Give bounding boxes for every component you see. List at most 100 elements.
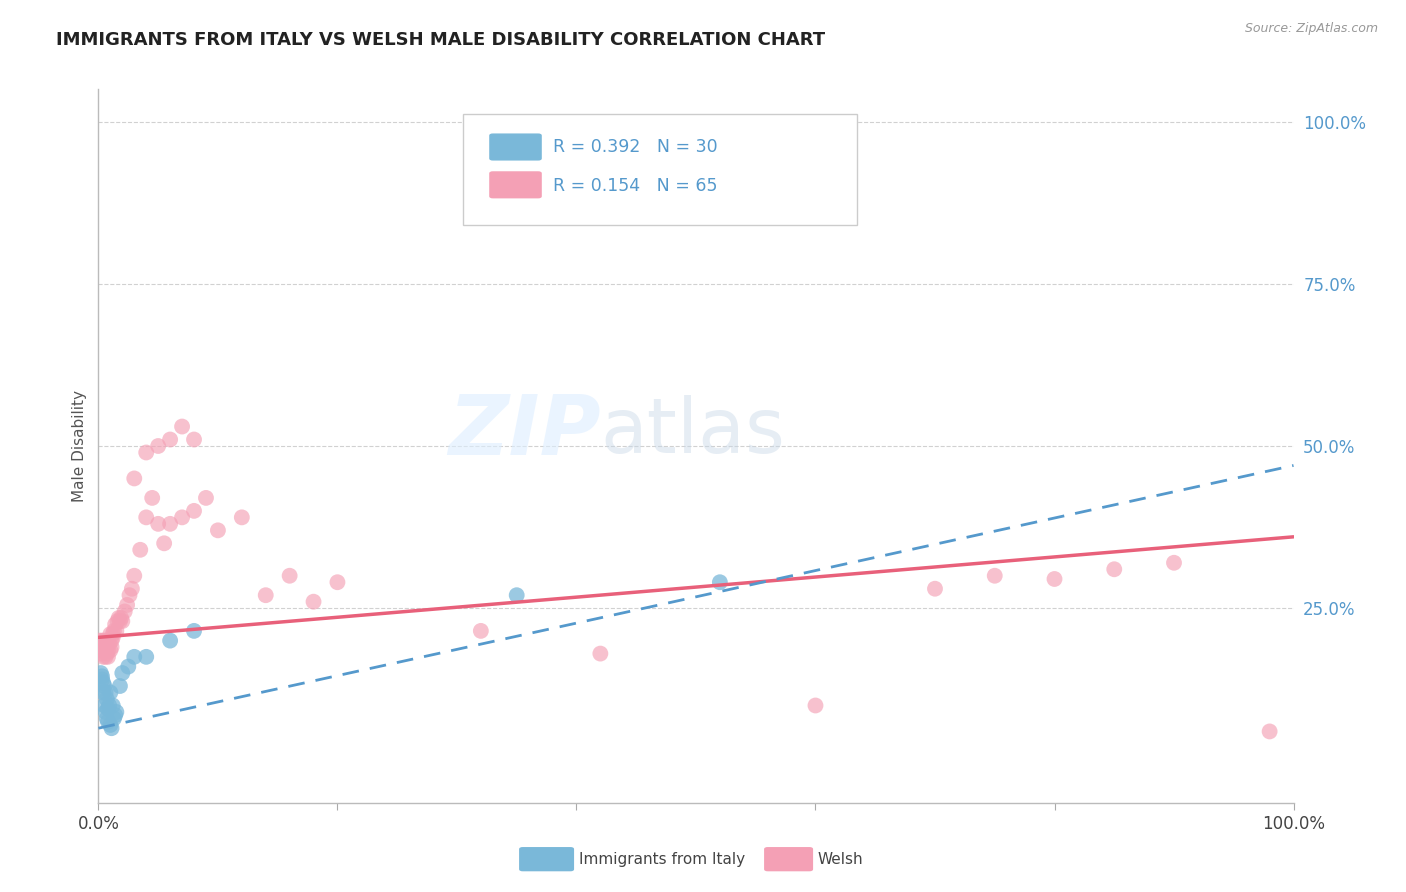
- Point: [105, 624, 128, 638]
- FancyBboxPatch shape: [519, 847, 574, 871]
- Text: Immigrants from Italy: Immigrants from Italy: [579, 852, 745, 867]
- Point: [91, 685, 114, 699]
- Point: [107, 614, 129, 628]
- Point: [1102, 562, 1125, 576]
- Point: [124, 568, 146, 582]
- Point: [172, 419, 194, 434]
- Point: [96, 647, 118, 661]
- Point: [111, 666, 134, 681]
- Point: [94, 649, 117, 664]
- Point: [108, 679, 131, 693]
- Point: [96, 692, 118, 706]
- Point: [101, 631, 124, 645]
- Point: [804, 698, 827, 713]
- Point: [326, 575, 349, 590]
- Point: [254, 588, 277, 602]
- FancyBboxPatch shape: [463, 114, 858, 225]
- Point: [93, 643, 115, 657]
- Point: [924, 582, 946, 596]
- Point: [159, 516, 181, 531]
- Point: [93, 698, 115, 713]
- Point: [90, 666, 112, 681]
- Text: R = 0.154   N = 65: R = 0.154 N = 65: [553, 177, 717, 194]
- Point: [97, 643, 120, 657]
- FancyBboxPatch shape: [489, 171, 541, 198]
- Point: [105, 705, 128, 719]
- Point: [115, 598, 138, 612]
- Point: [98, 637, 121, 651]
- Point: [104, 708, 127, 723]
- Point: [100, 721, 122, 735]
- Point: [207, 524, 229, 538]
- FancyBboxPatch shape: [489, 134, 541, 161]
- FancyBboxPatch shape: [763, 847, 813, 871]
- Point: [506, 588, 529, 602]
- Point: [94, 685, 117, 699]
- Point: [96, 640, 118, 654]
- Point: [100, 640, 122, 654]
- Point: [101, 627, 124, 641]
- Point: [118, 588, 141, 602]
- Point: [104, 617, 127, 632]
- Point: [135, 649, 157, 664]
- Point: [108, 614, 131, 628]
- Point: [110, 611, 132, 625]
- Point: [103, 624, 125, 638]
- Point: [129, 542, 152, 557]
- Point: [1258, 724, 1281, 739]
- Text: IMMIGRANTS FROM ITALY VS WELSH MALE DISABILITY CORRELATION CHART: IMMIGRANTS FROM ITALY VS WELSH MALE DISA…: [56, 31, 825, 49]
- Point: [107, 611, 129, 625]
- Point: [89, 633, 111, 648]
- Point: [1163, 556, 1185, 570]
- Text: Welsh: Welsh: [818, 852, 863, 867]
- Point: [709, 575, 731, 590]
- Point: [148, 439, 170, 453]
- Point: [98, 643, 122, 657]
- Point: [1043, 572, 1066, 586]
- Point: [101, 698, 124, 713]
- Point: [98, 627, 122, 641]
- Point: [98, 698, 121, 713]
- Point: [91, 675, 114, 690]
- Point: [91, 649, 114, 664]
- Point: [302, 595, 325, 609]
- Point: [98, 718, 122, 732]
- Point: [124, 649, 146, 664]
- Point: [114, 604, 136, 618]
- Text: atlas: atlas: [600, 395, 785, 468]
- Point: [90, 637, 112, 651]
- Point: [100, 633, 122, 648]
- Point: [94, 705, 117, 719]
- Point: [97, 702, 120, 716]
- Point: [984, 568, 1007, 582]
- Point: [135, 510, 157, 524]
- Point: [91, 640, 114, 654]
- Point: [231, 510, 253, 524]
- Point: [91, 669, 114, 683]
- Point: [183, 624, 205, 638]
- Y-axis label: Male Disability: Male Disability: [72, 390, 87, 502]
- Point: [183, 504, 205, 518]
- Point: [90, 643, 112, 657]
- Point: [91, 673, 114, 687]
- Point: [93, 633, 115, 648]
- Point: [141, 491, 163, 505]
- Point: [159, 433, 181, 447]
- Point: [98, 685, 122, 699]
- Point: [97, 714, 120, 729]
- Point: [470, 624, 492, 638]
- Point: [159, 633, 181, 648]
- Point: [111, 614, 134, 628]
- Point: [589, 647, 612, 661]
- Point: [91, 633, 114, 648]
- Point: [183, 433, 205, 447]
- Point: [97, 649, 120, 664]
- Point: [91, 647, 114, 661]
- Text: ZIP: ZIP: [447, 392, 600, 472]
- Point: [103, 711, 125, 725]
- Point: [117, 659, 139, 673]
- Point: [278, 568, 301, 582]
- Point: [94, 637, 117, 651]
- Point: [121, 582, 143, 596]
- Point: [135, 445, 157, 459]
